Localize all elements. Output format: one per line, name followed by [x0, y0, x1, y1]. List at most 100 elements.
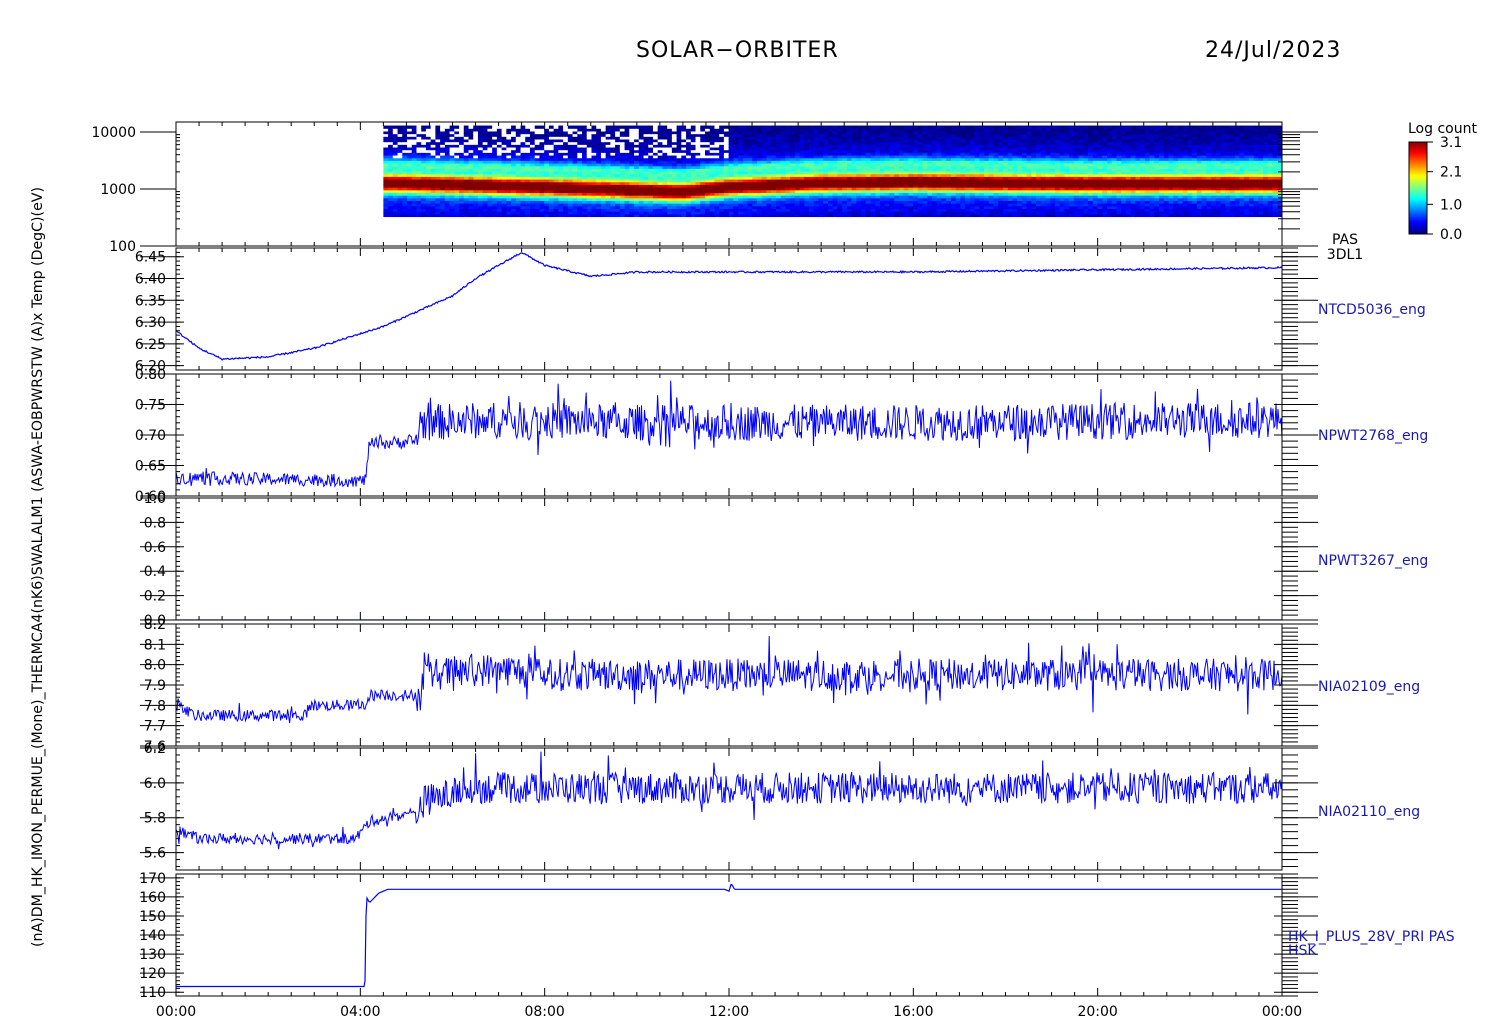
spectrogram-cell [473, 200, 479, 204]
spectrogram-cell [818, 203, 824, 207]
spectrogram-cell [927, 160, 933, 164]
spectrogram-cell [430, 160, 437, 164]
spectrogram-cell [842, 133, 848, 137]
spectrogram-cell [988, 130, 995, 135]
spectrogram-cell [974, 149, 980, 153]
spectrogram-cell [1040, 160, 1047, 164]
spectrogram-cell [794, 200, 801, 204]
spectrogram-cell [879, 168, 886, 172]
spectrogram-cell [988, 152, 995, 156]
spectrogram-cell [600, 200, 607, 204]
spectrogram-cell [960, 192, 966, 196]
spectrogram-cell [1021, 154, 1028, 159]
spectrogram-cell [809, 130, 815, 135]
spectrogram-cell [411, 173, 418, 177]
spectrogram-cell [813, 173, 820, 177]
spectrogram-cell [1059, 168, 1066, 172]
spectrogram-cell [1050, 173, 1056, 177]
spectrogram-cell [851, 160, 857, 164]
spectrogram-cell [889, 184, 895, 188]
spectrogram-cell [775, 130, 782, 135]
spectrogram-cell [761, 168, 768, 172]
spectrogram-cell [392, 141, 399, 145]
spectrogram-cell [832, 144, 839, 148]
spectrogram-cell [955, 136, 961, 140]
spectrogram-cell [823, 146, 829, 151]
spectrogram-cell [846, 138, 853, 143]
spectrogram-cell [563, 152, 569, 156]
spectrogram-cell [917, 203, 924, 207]
spectrogram-cell [482, 189, 489, 193]
spectrogram-cell [846, 179, 853, 183]
spectrogram-cell [463, 184, 470, 188]
spectrogram-cell [440, 200, 446, 204]
spectrogram-cell [979, 149, 985, 153]
spectrogram-cell [1012, 200, 1018, 204]
spectrogram-cell [813, 130, 820, 135]
spectrogram-cell [548, 130, 555, 135]
spectrogram-cell [742, 187, 749, 191]
spectrogram-cell [913, 195, 919, 199]
spectrogram-cell [624, 133, 630, 137]
spectrogram-cell [425, 154, 432, 159]
spectrogram-cell [1050, 200, 1056, 204]
spectrogram-cell [671, 133, 678, 137]
spectrogram-cell [752, 125, 758, 129]
spectrogram-cell [440, 130, 446, 135]
spectrogram-cell [861, 176, 867, 180]
spectrogram-cell [605, 146, 611, 151]
spectrogram-cell [430, 133, 437, 137]
spectrogram-cell [922, 138, 928, 143]
spectrogram-cell [392, 200, 399, 204]
spectrogram-cell [695, 138, 701, 143]
spectrogram-cell [425, 144, 432, 148]
spectrogram-cell [383, 162, 389, 167]
spectrogram-cell [1045, 154, 1051, 159]
spectrogram-cell [544, 203, 550, 207]
spectrogram-cell [827, 146, 834, 151]
spectrogram-cell [1021, 168, 1028, 172]
spectrogram-cell [894, 157, 900, 161]
spectrogram-cell [1054, 152, 1061, 156]
spectrogram-cell [596, 130, 602, 135]
spectrogram-cell [553, 136, 559, 140]
spectrogram-cell [747, 181, 753, 185]
spectrogram-cell [487, 213, 493, 218]
spectrogram-cell [671, 181, 678, 185]
spectrogram-cell [719, 179, 725, 183]
spectrogram-cell [388, 176, 394, 180]
spectrogram-cell [927, 170, 933, 175]
spectrogram-cell [596, 138, 602, 143]
spectrogram-cell [804, 181, 810, 185]
spectrogram-cell [435, 149, 441, 153]
spectrogram-cell [908, 160, 914, 164]
spectrogram-cell [1017, 141, 1023, 145]
spectrogram-cell [723, 138, 730, 143]
spectrogram-cell [1002, 208, 1009, 212]
spectrogram-cell [1036, 184, 1042, 188]
spectrogram-cell [884, 173, 891, 177]
spectrogram-cell [908, 179, 914, 183]
spectrogram-cell [430, 200, 437, 204]
spectrogram-cell [596, 208, 602, 212]
spectrogram-cell [695, 197, 701, 202]
spectrogram-cell [449, 130, 455, 135]
spectrogram-cell [563, 173, 569, 177]
spectrogram-cell [1050, 211, 1056, 215]
spectrogram-cell [936, 184, 943, 188]
spectrogram-cell [525, 181, 531, 185]
spectrogram-cell [695, 173, 701, 177]
spectrogram-cell [851, 128, 857, 132]
spectrogram-cell [861, 141, 867, 145]
spectrogram-cell [407, 152, 413, 156]
spectrogram-cell [965, 128, 971, 132]
spectrogram-cell [690, 149, 697, 153]
spectrogram-cell [913, 141, 919, 145]
spectrogram-cell [634, 184, 640, 188]
spectrogram-cell [927, 154, 933, 159]
spectrogram-cell [477, 154, 484, 159]
spectrogram-cell [690, 213, 697, 218]
spectrogram-cell [671, 138, 678, 143]
spectrogram-cell [950, 128, 957, 132]
spectrogram-cell [936, 160, 943, 164]
